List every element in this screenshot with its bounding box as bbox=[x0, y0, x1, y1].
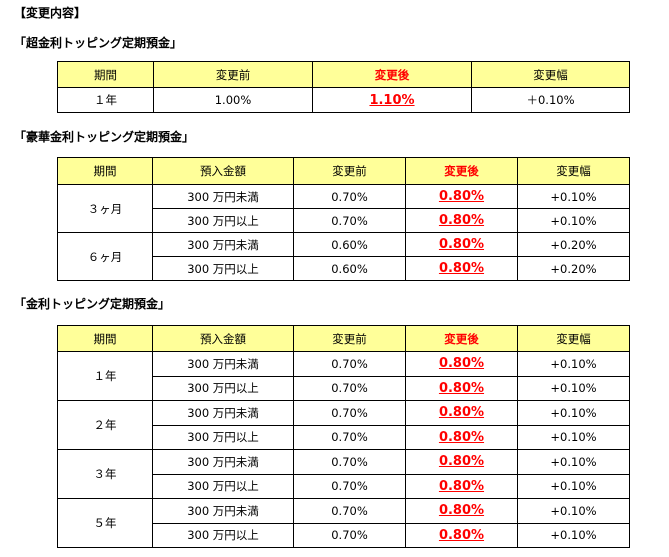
header-change: 変更幅 bbox=[517, 325, 630, 352]
header-change: 変更幅 bbox=[517, 157, 630, 185]
header-amount: 預入金額 bbox=[152, 157, 294, 185]
amount-cell: 300 万円未満 bbox=[152, 449, 294, 475]
before-cell: 0.70% bbox=[293, 473, 406, 499]
table-row: １年 1.00% 1.10% ＋0.10% bbox=[57, 87, 630, 113]
section-title-super-rate: 「超金利トッピング定期預金」 bbox=[14, 36, 183, 50]
table-topping-rate: 期間 預入金額 変更前 変更後 変更幅 １年 300 万円未満 0.70% 0.… bbox=[57, 325, 630, 548]
period-cell: １年 bbox=[57, 87, 154, 113]
after-cell: 0.80% bbox=[405, 400, 518, 426]
header-after: 変更後 bbox=[405, 325, 518, 352]
change-cell: +0.10% bbox=[517, 424, 630, 450]
table-row: 300 万円以上 0.70% 0.80% +0.10% bbox=[58, 473, 630, 499]
after-cell: 0.80% bbox=[405, 498, 518, 524]
after-cell: 0.80% bbox=[405, 375, 518, 401]
table-deluxe-rate: 期間 預入金額 変更前 変更後 変更幅 ３ヶ月 300 万円未満 0.70% 0… bbox=[57, 157, 630, 281]
table-super-rate: 期間 変更前 変更後 変更幅 １年 1.00% 1.10% ＋0.10% bbox=[57, 61, 630, 113]
after-cell: 0.80% bbox=[405, 351, 518, 377]
amount-cell: 300 万円未満 bbox=[152, 184, 294, 209]
section-title-topping-rate: 「金利トッピング定期預金」 bbox=[14, 297, 171, 311]
table-row: ５年 300 万円未満 0.70% 0.80% +0.10% bbox=[57, 498, 630, 548]
change-cell: +0.10% bbox=[517, 351, 630, 377]
change-cell: +0.10% bbox=[517, 473, 630, 499]
change-cell: +0.10% bbox=[517, 522, 630, 548]
after-cell: 0.80% bbox=[405, 449, 518, 475]
period-cell: ３年 bbox=[57, 449, 153, 499]
header-before: 変更前 bbox=[153, 61, 313, 88]
period-cell: １年 bbox=[57, 351, 153, 401]
table-row: 300 万円以上 0.70% 0.80% +0.10% bbox=[58, 424, 630, 450]
amount-cell: 300 万円以上 bbox=[152, 424, 294, 450]
change-cell: +0.10% bbox=[517, 184, 630, 209]
amount-cell: 300 万円以上 bbox=[152, 208, 294, 233]
header-amount: 預入金額 bbox=[152, 325, 294, 352]
before-cell: 0.70% bbox=[293, 375, 406, 401]
change-cell: ＋0.10% bbox=[471, 87, 630, 113]
change-cell: +0.20% bbox=[517, 256, 630, 281]
table-row: 300 万円以上 0.70% 0.80% +0.10% bbox=[58, 522, 630, 548]
before-cell: 0.70% bbox=[293, 184, 406, 209]
after-cell: 0.80% bbox=[405, 256, 518, 281]
after-cell: 1.10% bbox=[312, 87, 472, 113]
page-heading: 【変更内容】 bbox=[14, 6, 87, 20]
before-cell: 0.60% bbox=[293, 232, 406, 257]
table-row: ３年 300 万円未満 0.70% 0.80% +0.10% bbox=[57, 449, 630, 499]
before-cell: 0.70% bbox=[293, 424, 406, 450]
table-row: ２年 300 万円未満 0.70% 0.80% +0.10% bbox=[57, 400, 630, 450]
header-change: 変更幅 bbox=[471, 61, 630, 88]
after-cell: 0.80% bbox=[405, 184, 518, 209]
amount-cell: 300 万円以上 bbox=[152, 375, 294, 401]
period-cell: ２年 bbox=[57, 400, 153, 450]
before-cell: 0.70% bbox=[293, 449, 406, 475]
after-cell: 0.80% bbox=[405, 473, 518, 499]
amount-cell: 300 万円以上 bbox=[152, 522, 294, 548]
header-period: 期間 bbox=[57, 157, 153, 185]
header-period: 期間 bbox=[57, 61, 154, 88]
before-cell: 0.70% bbox=[293, 400, 406, 426]
before-cell: 1.00% bbox=[153, 87, 313, 113]
amount-cell: 300 万円以上 bbox=[152, 256, 294, 281]
change-cell: +0.10% bbox=[517, 449, 630, 475]
after-cell: 0.80% bbox=[405, 424, 518, 450]
change-cell: +0.10% bbox=[517, 400, 630, 426]
table-row: 300 万円以上 0.60% 0.80% +0.20% bbox=[58, 256, 630, 281]
table-row: １年 300 万円未満 0.70% 0.80% +0.10% bbox=[57, 351, 630, 401]
period-cell: ６ヶ月 bbox=[57, 232, 153, 281]
before-cell: 0.60% bbox=[293, 256, 406, 281]
amount-cell: 300 万円未満 bbox=[152, 498, 294, 524]
before-cell: 0.70% bbox=[293, 522, 406, 548]
period-cell: ３ヶ月 bbox=[57, 184, 153, 233]
change-cell: +0.20% bbox=[517, 232, 630, 257]
change-cell: +0.10% bbox=[517, 208, 630, 233]
header-period: 期間 bbox=[57, 325, 153, 352]
before-cell: 0.70% bbox=[293, 208, 406, 233]
amount-cell: 300 万円未満 bbox=[152, 400, 294, 426]
before-cell: 0.70% bbox=[293, 351, 406, 377]
header-before: 変更前 bbox=[293, 325, 406, 352]
table-row: ３ヶ月 300 万円未満 0.70% 0.80% +0.10% bbox=[57, 184, 630, 233]
section-title-deluxe-rate: 「豪華金利トッピング定期預金」 bbox=[14, 130, 195, 144]
period-cell: ５年 bbox=[57, 498, 153, 548]
amount-cell: 300 万円以上 bbox=[152, 473, 294, 499]
table-row: 300 万円以上 0.70% 0.80% +0.10% bbox=[58, 208, 630, 233]
before-cell: 0.70% bbox=[293, 498, 406, 524]
table-row: ６ヶ月 300 万円未満 0.60% 0.80% +0.20% bbox=[57, 232, 630, 281]
table-row: 300 万円以上 0.70% 0.80% +0.10% bbox=[58, 375, 630, 401]
after-cell: 0.80% bbox=[405, 522, 518, 548]
amount-cell: 300 万円未満 bbox=[152, 351, 294, 377]
header-after: 変更後 bbox=[405, 157, 518, 185]
after-cell: 0.80% bbox=[405, 208, 518, 233]
change-cell: +0.10% bbox=[517, 375, 630, 401]
amount-cell: 300 万円未満 bbox=[152, 232, 294, 257]
after-cell: 0.80% bbox=[405, 232, 518, 257]
header-after: 変更後 bbox=[312, 61, 472, 88]
change-cell: +0.10% bbox=[517, 498, 630, 524]
header-before: 変更前 bbox=[293, 157, 406, 185]
